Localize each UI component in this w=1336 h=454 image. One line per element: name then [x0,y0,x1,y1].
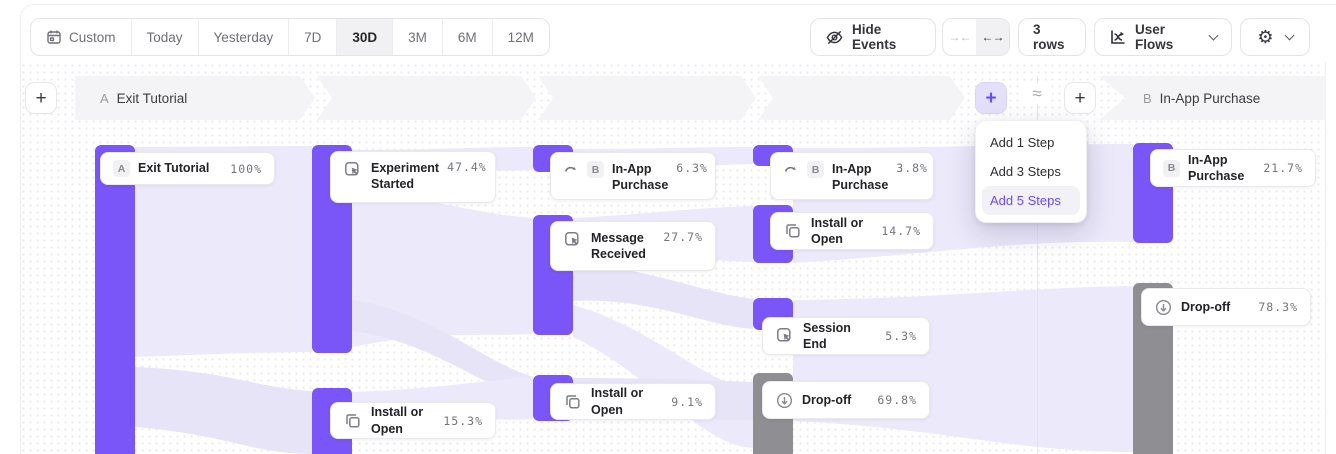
flow-arrow-icon [783,161,799,177]
install-icon [563,392,583,412]
chevron-down-icon [1208,30,1219,41]
add-step-right-button[interactable]: + [1064,82,1096,114]
step-header-segment-b[interactable] [1099,76,1326,120]
collapse-steps-button[interactable]: →← [943,19,976,55]
menu-item-add-3-steps[interactable]: Add 3 Steps [990,164,1061,179]
step-header-segment[interactable] [317,76,536,120]
click-event-icon [563,230,583,250]
add-step-menu: Add 1 Step Add 3 Steps Add 5 Steps [975,120,1087,223]
step-b-badge: B [587,161,604,178]
calendar-icon [46,29,62,45]
step-header-segment[interactable] [538,76,756,120]
node-card-drop-off[interactable]: Drop-off 78.3% [1141,288,1311,326]
eye-off-icon [825,28,844,47]
node-card-message-received[interactable]: Message Received 27.7% [550,221,716,271]
node-card-exit-tutorial[interactable]: A Exit Tutorial 100% [100,152,275,185]
node-card-in-app-purchase[interactable]: B In-App Purchase 6.3% [550,152,716,200]
date-range-12m[interactable]: 12M [507,29,534,45]
install-icon [783,221,803,241]
arrows-collapse-icon: →← [948,30,972,44]
dropoff-icon [775,391,794,410]
node-card-install-or-open[interactable]: Install or Open 15.3% [330,402,496,439]
node-card-experiment-started[interactable]: Experiment Started 47.4% [330,151,496,203]
node-card-in-app-purchase[interactable]: B In-App Purchase 21.7% [1150,149,1316,187]
chart-type-dropdown[interactable]: User Flows [1094,18,1232,56]
date-range-3m[interactable]: 3M [393,19,443,55]
flow-header-b: B In-App Purchase [1143,90,1261,106]
date-range-30d[interactable]: 30D [337,19,394,55]
add-step-left-button[interactable]: + [25,82,57,114]
step-b-badge: B [807,161,824,178]
toolbar: Custom Today Yesterday 7D 30D 3M 6M 12M … [0,0,1336,60]
gear-icon: ⚙ [1257,26,1274,47]
date-range-6m[interactable]: 6M [443,19,493,55]
date-range-custom[interactable]: Custom [31,19,132,55]
step-b-badge: B [1163,159,1180,177]
click-event-icon [775,326,795,346]
rows-button[interactable]: 3 rows [1018,18,1086,56]
click-event-icon [343,160,363,180]
expand-steps-button[interactable]: ←→ [976,19,1009,55]
user-flows-icon [1109,28,1127,46]
date-range-label: Custom [69,29,116,45]
chevron-down-icon [1284,30,1295,41]
step-letter-badge: A [100,90,109,106]
flow-arrow-icon [563,161,579,177]
menu-item-add-1-step[interactable]: Add 1 Step [990,135,1055,150]
date-range-yesterday[interactable]: Yesterday [199,19,290,55]
menu-item-add-5-steps[interactable]: Add 5 Steps [982,186,1080,215]
flow-bar[interactable] [95,145,135,454]
node-card-session-end[interactable]: Session End 5.3% [762,317,930,355]
hide-events-button[interactable]: Hide Events [810,18,936,56]
node-card-install-or-open[interactable]: Install or Open 14.7% [770,212,934,250]
panel-right-edge [1325,62,1336,454]
install-icon [343,411,363,431]
step-header-segment[interactable] [75,76,315,120]
step-a-badge: A [113,160,130,177]
dropoff-icon [1154,298,1173,317]
approx-steps-symbol: ≈ [1022,84,1052,104]
date-range-today[interactable]: Today [132,19,199,55]
settings-dropdown[interactable]: ⚙ [1240,18,1310,56]
node-card-drop-off[interactable]: Drop-off 69.8% [762,381,930,419]
node-card-install-or-open[interactable]: Install or Open 9.1% [550,383,716,420]
date-range-control: Custom Today Yesterday 7D 30D 3M 6M 12M [30,18,550,56]
step-letter-badge: B [1143,90,1152,106]
date-range-7d[interactable]: 7D [289,19,338,55]
step-divider-line [1037,76,1038,454]
add-step-between-button[interactable]: + [975,82,1007,114]
step-header-segment[interactable] [758,76,965,120]
collapse-expand-control: →← ←→ [942,18,1010,56]
arrows-expand-icon: ←→ [981,30,1005,44]
node-card-in-app-purchase[interactable]: B In-App Purchase 3.8% [770,152,934,200]
flow-header-a: A Exit Tutorial [100,90,188,106]
